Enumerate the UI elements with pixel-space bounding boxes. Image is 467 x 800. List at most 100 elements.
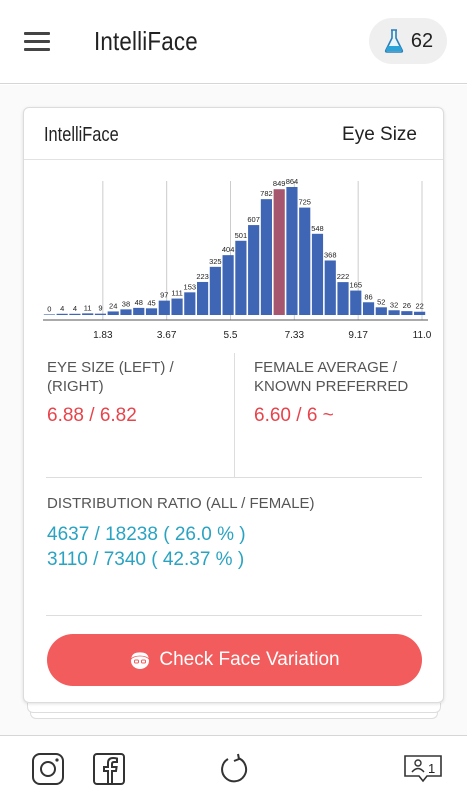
bar-value-label: 24	[109, 301, 117, 310]
chart-bar	[222, 255, 234, 315]
result-card: IntelliFace Eye Size 1.83 3.67 5.5 7.33 9.17…	[23, 107, 444, 703]
bar-value-label: 501	[235, 231, 248, 240]
bar-value-label: 222	[337, 272, 350, 281]
chart-bar	[107, 311, 119, 315]
bar-value-label: 45	[147, 298, 155, 307]
x-tick-label: 3.67	[157, 330, 177, 341]
chart-bar	[94, 313, 107, 315]
bar-value-label: 725	[298, 198, 311, 207]
friends-icon[interactable]	[403, 754, 443, 784]
chart-bar	[82, 313, 94, 315]
female-label-line2: KNOWN PREFERRED	[254, 378, 409, 395]
bar-value-label: 11	[84, 303, 92, 312]
menu-icon[interactable]	[24, 32, 50, 52]
bar-value-label: 0	[47, 304, 51, 313]
check-face-variation-button[interactable]: Check Face Variation	[47, 634, 422, 686]
chart-bar	[273, 189, 285, 315]
x-tick-label: 1.83	[93, 330, 113, 341]
ratio-female: 3110 / 7340 ( 42.37 % )	[47, 549, 245, 570]
chart-bar	[158, 300, 170, 315]
bar-value-label: 22	[415, 302, 423, 311]
chart-bar	[133, 307, 145, 315]
flask-icon	[384, 29, 404, 53]
chart-bar	[401, 311, 413, 315]
chart-bar	[337, 282, 349, 315]
x-tick-label: 11.0	[413, 330, 432, 341]
chart-bar	[260, 199, 272, 315]
chart-bar	[324, 260, 336, 315]
instagram-icon[interactable]	[31, 752, 65, 786]
bar-value-label: 9	[98, 304, 102, 313]
eye-size-label-line2: (RIGHT)	[47, 378, 104, 395]
chart-bar	[414, 311, 426, 315]
bar-value-label: 325	[209, 257, 222, 266]
chart-bar	[184, 292, 196, 315]
section-divider	[46, 477, 422, 478]
chart-bar	[171, 298, 183, 315]
x-tick-label: 9.17	[348, 330, 368, 341]
chart-bar	[145, 308, 158, 315]
chart-bar	[43, 314, 55, 315]
bar-value-label: 548	[311, 224, 324, 233]
content-area: IntelliFace Eye Size 1.83 3.67 5.5 7.33 9.17…	[0, 85, 467, 735]
top-bar: IntelliFace 62	[0, 0, 467, 84]
check-face-variation-label: Check Face Variation	[159, 649, 340, 670]
bar-value-label: 404	[222, 245, 235, 254]
chart-bar	[235, 240, 247, 315]
card-header: IntelliFace Eye Size	[24, 108, 443, 160]
face-icon	[130, 651, 150, 669]
card-stack-shadow	[27, 703, 441, 713]
bar-value-label: 86	[364, 292, 372, 301]
bar-value-label: 48	[135, 298, 143, 307]
chart-bar	[286, 187, 298, 315]
friends-count: 1	[428, 761, 436, 776]
eye-size-label-line1: EYE SIZE (LEFT) /	[47, 359, 174, 376]
bar-value-label: 607	[247, 215, 260, 224]
card-stack-shadow	[30, 709, 438, 719]
chart-bar	[311, 233, 324, 315]
female-label-line1: FEMALE AVERAGE /	[254, 359, 398, 376]
bar-value-label: 38	[122, 299, 130, 308]
bar-value-label: 111	[171, 289, 182, 298]
chart-bar	[120, 309, 132, 315]
app-title: IntelliFace	[94, 26, 198, 56]
bottom-bar: 1	[0, 735, 467, 800]
credits-button[interactable]: 62	[369, 18, 447, 64]
chart-bar	[69, 313, 81, 315]
chart-bar	[375, 307, 387, 315]
card-logo: IntelliFace	[44, 124, 119, 146]
eye-size-label: EYE SIZE (LEFT) / (RIGHT)	[47, 358, 174, 396]
ratio-label: DISTRIBUTION RATIO (ALL / FEMALE)	[47, 495, 315, 512]
bar-value-label: 864	[286, 177, 299, 186]
x-tick-label: 5.5	[224, 330, 238, 341]
facebook-icon[interactable]	[92, 752, 126, 786]
chart-bar	[197, 281, 209, 315]
bar-value-label: 4	[73, 304, 77, 313]
chart-bar	[56, 313, 68, 315]
bar-value-label: 165	[350, 281, 363, 290]
chart-bar	[248, 225, 260, 315]
card-feature-label: Eye Size	[342, 124, 417, 145]
bar-value-label: 223	[196, 272, 209, 281]
female-average-value: 6.60 / 6 ~	[254, 405, 334, 426]
bar-value-label: 97	[160, 291, 168, 300]
chart-bar	[350, 290, 362, 315]
bar-value-label: 849	[273, 179, 286, 188]
chart-bar	[299, 207, 311, 315]
chart-bar	[209, 266, 221, 315]
section-divider	[46, 615, 422, 616]
eye-size-value: 6.88 / 6.82	[47, 405, 137, 426]
chart-bar	[362, 302, 375, 315]
bar-value-label: 52	[377, 297, 385, 306]
ratio-all: 4637 / 18238 ( 26.0 % )	[47, 524, 246, 545]
x-tick-label: 7.33	[285, 330, 305, 341]
refresh-icon[interactable]	[217, 752, 251, 786]
chart-bar	[388, 310, 400, 315]
bar-value-label: 782	[260, 189, 273, 198]
bar-value-label: 32	[390, 300, 398, 309]
bar-value-label: 153	[184, 282, 197, 291]
bar-value-label: 26	[403, 301, 411, 310]
female-average-label: FEMALE AVERAGE / KNOWN PREFERRED	[254, 358, 408, 396]
bar-value-label: 368	[324, 250, 337, 259]
